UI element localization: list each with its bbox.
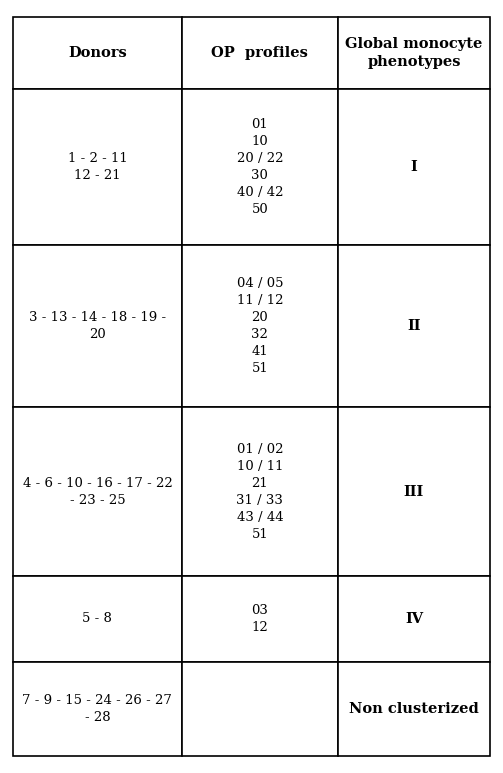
Text: 03
12: 03 12 xyxy=(252,604,268,634)
Bar xyxy=(13,246,182,407)
Bar xyxy=(182,89,338,246)
Bar xyxy=(13,17,182,89)
Text: OP  profiles: OP profiles xyxy=(211,46,308,60)
Text: Non clusterized: Non clusterized xyxy=(349,702,479,716)
Bar xyxy=(13,89,182,246)
Bar xyxy=(338,17,490,89)
Text: I: I xyxy=(410,160,417,174)
Bar xyxy=(13,576,182,662)
Bar xyxy=(13,407,182,576)
Text: 5 - 8: 5 - 8 xyxy=(82,612,112,625)
Text: IV: IV xyxy=(405,612,423,626)
Bar xyxy=(338,407,490,576)
Bar xyxy=(182,576,338,662)
Bar xyxy=(182,246,338,407)
Bar xyxy=(338,89,490,246)
Bar xyxy=(182,17,338,89)
Text: 01 / 02
10 / 11
21
31 / 33
43 / 44
51: 01 / 02 10 / 11 21 31 / 33 43 / 44 51 xyxy=(236,442,283,540)
Text: 7 - 9 - 15 - 24 - 26 - 27
- 28: 7 - 9 - 15 - 24 - 26 - 27 - 28 xyxy=(23,694,173,724)
Text: 3 - 13 - 14 - 18 - 19 -
20: 3 - 13 - 14 - 18 - 19 - 20 xyxy=(29,312,166,342)
Text: 01
10
20 / 22
30
40 / 42
50: 01 10 20 / 22 30 40 / 42 50 xyxy=(236,118,283,216)
Text: Global monocyte
phenotypes: Global monocyte phenotypes xyxy=(345,37,483,70)
Text: III: III xyxy=(404,485,424,499)
Text: II: II xyxy=(407,319,421,333)
Bar xyxy=(338,576,490,662)
Text: 04 / 05
11 / 12
20
32
41
51: 04 / 05 11 / 12 20 32 41 51 xyxy=(236,278,283,376)
Text: Donors: Donors xyxy=(68,46,127,60)
Bar xyxy=(182,407,338,576)
Bar xyxy=(13,662,182,756)
Text: 1 - 2 - 11
12 - 21: 1 - 2 - 11 12 - 21 xyxy=(67,152,127,182)
Bar xyxy=(182,662,338,756)
Bar xyxy=(338,246,490,407)
Text: 4 - 6 - 10 - 16 - 17 - 22
- 23 - 25: 4 - 6 - 10 - 16 - 17 - 22 - 23 - 25 xyxy=(23,476,172,506)
Bar xyxy=(338,662,490,756)
